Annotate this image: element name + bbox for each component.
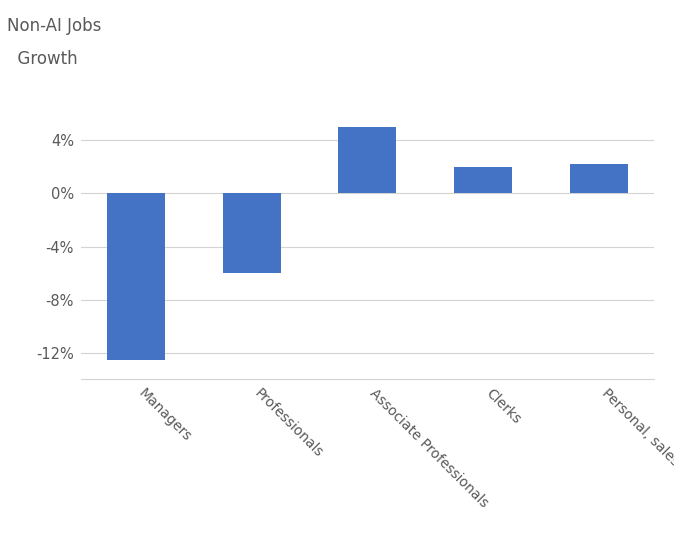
Bar [222, 194, 280, 273]
Text: Growth: Growth [7, 50, 78, 68]
Bar [338, 127, 396, 194]
Text: Non-AI Jobs: Non-AI Jobs [7, 17, 101, 35]
Bar [570, 164, 627, 194]
Bar [107, 194, 164, 359]
Bar [454, 167, 512, 194]
